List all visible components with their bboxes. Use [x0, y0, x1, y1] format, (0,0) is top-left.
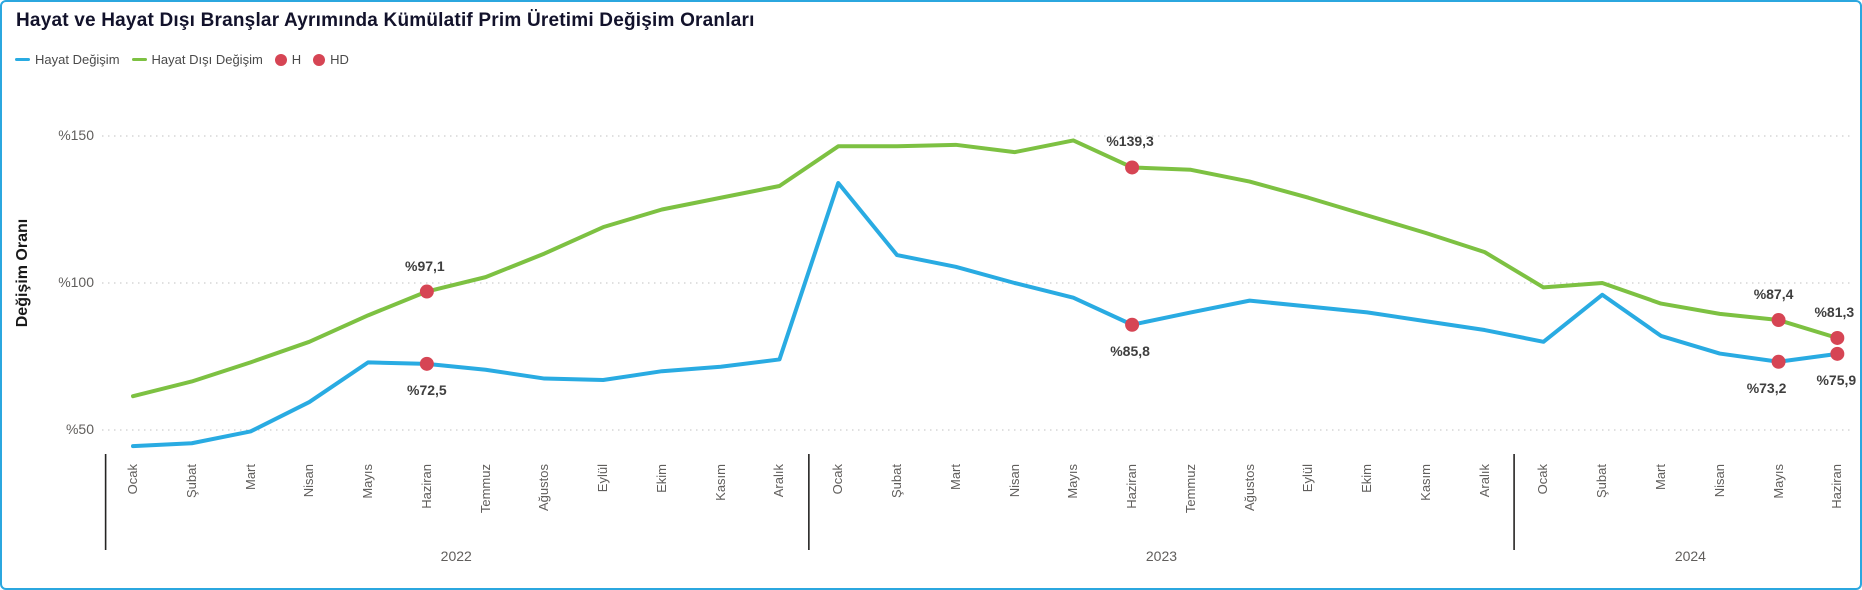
- y-tick-label: %100: [58, 274, 94, 290]
- marker-dot[interactable]: [1830, 330, 1845, 345]
- month-label: Ocak: [830, 464, 846, 495]
- chart-title: Hayat ve Hayat Dışı Branşlar Ayrımında K…: [16, 10, 755, 31]
- legend-label: HD: [330, 52, 349, 67]
- year-label: 2024: [1674, 548, 1706, 564]
- month-label: Şubat: [889, 464, 904, 498]
- marker-dot[interactable]: [1771, 354, 1786, 369]
- month-label: Mart: [242, 464, 258, 490]
- legend-dot-swatch: [313, 53, 326, 66]
- month-label: Temmuz: [477, 464, 493, 514]
- month-label: Ekim: [653, 464, 669, 493]
- data-label: %97,1: [404, 257, 445, 274]
- marker-dot[interactable]: [419, 284, 434, 299]
- marker-dot[interactable]: [1771, 313, 1786, 328]
- legend-item-hd[interactable]: HD: [313, 52, 349, 67]
- month-label: Mayıs: [1065, 464, 1081, 499]
- month-label: Ekim: [1359, 464, 1375, 493]
- month-label: Şubat: [183, 464, 199, 498]
- month-label: Mart: [947, 464, 963, 490]
- marker-dot[interactable]: [1125, 317, 1140, 332]
- data-label: %72,5: [406, 381, 447, 398]
- y-tick-label: %150: [58, 127, 94, 143]
- month-label: Nisan: [301, 464, 317, 498]
- month-label: Nisan: [1006, 464, 1022, 498]
- month-label: Ağustos: [536, 464, 552, 511]
- month-label: Şubat: [1594, 464, 1610, 498]
- month-label: Temmuz: [1182, 464, 1198, 514]
- year-label: 2022: [440, 548, 472, 564]
- marker-dot[interactable]: [419, 356, 434, 371]
- legend-item-hayat-de-i-im[interactable]: Hayat Değişim: [15, 52, 120, 67]
- month-label: Aralık: [1476, 464, 1492, 498]
- month-label: Eylül: [1300, 464, 1316, 493]
- data-label: %139,3: [1106, 133, 1154, 150]
- month-label: Kasım: [1417, 464, 1433, 501]
- data-label: %81,3: [1814, 303, 1855, 320]
- data-label: %85,8: [1110, 342, 1150, 359]
- month-label: Aralık: [771, 464, 787, 498]
- month-label: Nisan: [1711, 464, 1727, 498]
- month-label: Haziran: [418, 464, 434, 509]
- month-label: Ocak: [1535, 464, 1551, 495]
- legend-item-hayat-d-de-i-im[interactable]: Hayat Dışı Değişim: [131, 52, 263, 67]
- legend-dot-swatch: [274, 53, 287, 66]
- month-label: Haziran: [1829, 464, 1845, 509]
- legend-label: Hayat Değişim: [35, 52, 120, 67]
- legend-line-swatch: [131, 57, 147, 62]
- marker-dot[interactable]: [1125, 160, 1140, 175]
- y-tick-label: %50: [65, 421, 94, 437]
- series-line-hayat-disi[interactable]: [131, 138, 1840, 399]
- series-line-hayat[interactable]: [131, 181, 1840, 449]
- year-label: 2023: [1145, 548, 1178, 564]
- month-label: Ocak: [125, 464, 140, 495]
- month-label: Mayıs: [360, 464, 376, 499]
- month-label: Haziran: [1124, 464, 1140, 509]
- legend-label: H: [291, 52, 302, 67]
- data-label: %87,4: [1753, 286, 1794, 303]
- month-label: Ağustos: [1241, 464, 1257, 511]
- data-label: %73,2: [1746, 379, 1787, 396]
- data-label: %75,9: [1816, 371, 1857, 388]
- legend: Hayat Değişim Hayat Dışı Değişim H HD: [15, 52, 349, 67]
- month-label: Kasım: [712, 464, 728, 501]
- legend-label: Hayat Dışı Değişim: [151, 52, 263, 67]
- month-label: Mart: [1653, 464, 1669, 490]
- month-label: Eylül: [595, 464, 611, 493]
- legend-line-swatch: [15, 57, 30, 62]
- month-label: Mayıs: [1770, 464, 1786, 499]
- legend-item-h[interactable]: H: [274, 52, 302, 67]
- marker-dot[interactable]: [1830, 346, 1845, 361]
